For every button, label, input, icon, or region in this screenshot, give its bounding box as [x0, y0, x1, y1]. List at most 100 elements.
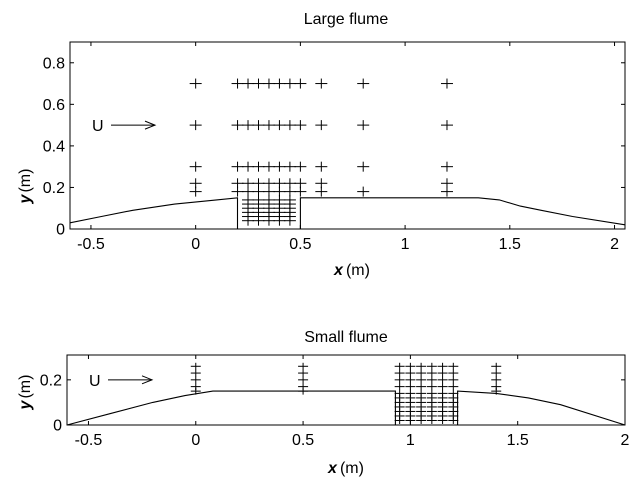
large-flume-measurement-point — [440, 78, 453, 89]
small-flume-measurement-point — [405, 416, 416, 424]
large-flume-measurement-point — [231, 78, 244, 89]
small-flume-ytick-label: 0 — [53, 418, 62, 435]
large-flume-measurement-point — [283, 78, 296, 89]
small-flume-measurement-point — [190, 369, 201, 377]
large-flume-measurement-point — [283, 161, 296, 172]
large-flume-measurement-point — [252, 120, 265, 131]
large-flume-ytick-label: 0.6 — [43, 97, 65, 114]
large-flume-measurement-point — [357, 161, 370, 172]
large-flume-measurement-point — [231, 120, 244, 131]
large-flume-measurement-point — [357, 120, 370, 131]
large-flume-measurement-point — [262, 78, 275, 89]
small-flume-measurement-point — [426, 383, 437, 391]
large-flume-axes-frame — [69, 41, 626, 230]
large-flume-xtick-label: 0.5 — [289, 236, 311, 253]
large-flume-measurement-point — [294, 78, 307, 89]
large-flume-measurement-point — [283, 215, 296, 226]
small-flume-measurement-point — [426, 362, 437, 370]
small-flume-measurement-point — [394, 416, 405, 424]
large-flume-measurement-point — [283, 120, 296, 131]
small-flume-measurement-point — [426, 376, 437, 384]
small-flume-measurement-point — [448, 383, 459, 391]
large-flume-measurement-point — [252, 215, 265, 226]
small-flume-measurement-point — [491, 369, 502, 377]
small-flume-xtick-label: 0 — [191, 432, 200, 449]
large-flume-measurement-point — [231, 161, 244, 172]
small-flume-measurement-point — [416, 369, 427, 377]
small-flume-axes-frame — [66, 354, 626, 426]
large-flume-panel: Large flume y(m) x (m) -0.5 0 0.5 1 1.5 200.20… — [17, 11, 626, 279]
large-flume-measurement-point — [440, 120, 453, 131]
small-flume-flow-arrow — [108, 375, 154, 385]
small-flume-measurement-point — [416, 383, 427, 391]
large-flume-measurement-point — [440, 186, 453, 197]
small-flume-measurement-point — [405, 376, 416, 384]
small-flume-measurement-point — [394, 369, 405, 377]
small-flume-bed-profile — [66, 390, 396, 426]
large-flume-measurement-point — [242, 78, 255, 89]
large-flume-measurement-point — [440, 161, 453, 172]
small-flume-measurement-point — [437, 383, 448, 391]
small-flume-xtick-label: 0.5 — [292, 432, 314, 449]
large-flume-measurement-point — [294, 120, 307, 131]
large-flume-measurement-point — [294, 186, 307, 197]
svg-text:y(m): y(m) — [17, 169, 34, 205]
large-flume-measurement-point — [242, 215, 255, 226]
large-flume-measurement-point — [357, 186, 370, 197]
small-flume-measurement-point — [190, 362, 201, 370]
large-flume-ytick-label: 0.4 — [43, 138, 65, 155]
large-flume-ytick-label: 0.8 — [43, 55, 65, 72]
large-flume-ylabel: y(m) — [17, 169, 34, 205]
small-flume-measurement-point — [491, 387, 502, 395]
small-flume-measurement-point — [437, 362, 448, 370]
large-flume-measurement-point — [262, 161, 275, 172]
large-flume-ylabel-var: y — [17, 193, 34, 204]
small-flume-measurement-point — [190, 387, 201, 395]
large-flume-ytick-label: 0 — [56, 222, 65, 239]
small-flume-xtick-label: -0.5 — [75, 432, 103, 449]
large-flume-measurement-point — [189, 78, 202, 89]
large-flume-measurement-point — [315, 78, 328, 89]
large-flume-xtick-label: -0.5 — [77, 236, 105, 253]
large-flume-ytick-label: 0.2 — [43, 180, 65, 197]
small-flume-measurement-point — [298, 362, 309, 370]
small-flume-measurement-point — [491, 376, 502, 384]
large-flume-measurement-point — [273, 78, 286, 89]
large-flume-ylabel-unit: (m) — [17, 169, 34, 193]
small-flume-xlabel-unit: (m) — [340, 460, 364, 477]
large-flume-measurement-point — [315, 186, 328, 197]
small-flume-measurement-point — [437, 416, 448, 424]
small-flume-measurement-point — [405, 383, 416, 391]
large-flume-measurement-point — [242, 161, 255, 172]
small-flume-measurement-point — [437, 369, 448, 377]
large-flume-measurement-point — [252, 78, 265, 89]
small-flume-xtick-label: 1.5 — [507, 432, 529, 449]
small-flume-flow-label: U — [89, 373, 101, 390]
small-flume-measurement-point — [448, 369, 459, 377]
small-flume-measurement-point — [426, 369, 437, 377]
small-flume-measurement-point — [416, 362, 427, 370]
large-flume-measurement-point — [357, 78, 370, 89]
small-flume-measurement-point — [298, 376, 309, 384]
large-flume-xtick-label: 0 — [191, 236, 200, 253]
large-flume-measurement-point — [315, 161, 328, 172]
small-flume-measurement-point — [426, 416, 437, 424]
large-flume-bed-profile — [299, 197, 626, 229]
svg-text:y(m): y(m) — [17, 375, 34, 411]
small-flume-measurement-point — [298, 369, 309, 377]
small-flume-ylabel: y(m) — [17, 375, 34, 411]
small-flume-xtick-label: 2 — [621, 432, 630, 449]
large-flume-xtick-label: 2 — [610, 236, 619, 253]
small-flume-measurement-point — [437, 376, 448, 384]
small-flume-measurement-point — [394, 362, 405, 370]
small-flume-measurement-point — [416, 376, 427, 384]
small-flume-ylabel-var: y — [17, 399, 34, 410]
large-flume-measurement-point — [294, 161, 307, 172]
large-flume-bed-profile — [69, 197, 239, 229]
small-flume-bed-profile — [457, 390, 626, 426]
small-flume-measurement-point — [190, 376, 201, 384]
small-flume-measurement-point — [394, 383, 405, 391]
large-flume-title: Large flume — [304, 11, 389, 28]
small-flume-ylabel-unit: (m) — [17, 375, 34, 399]
